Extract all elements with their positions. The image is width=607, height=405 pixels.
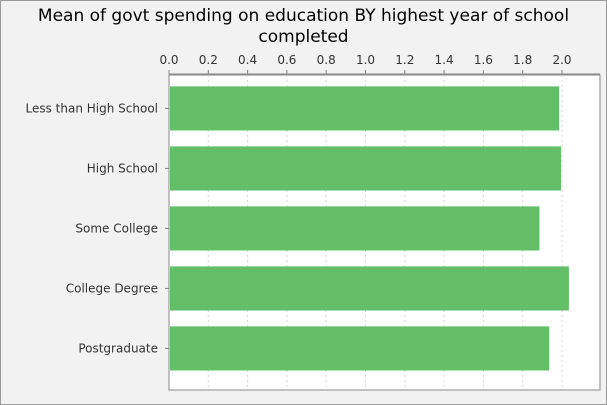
x-tick-label: 0.8 bbox=[317, 53, 336, 67]
x-tick-label: 0.4 bbox=[238, 53, 257, 67]
x-tick-label: 1.6 bbox=[474, 53, 493, 67]
category-label: College Degree bbox=[66, 281, 158, 295]
bar-series bbox=[170, 86, 569, 371]
chart-title: Mean of govt spending on education BY hi… bbox=[37, 6, 570, 47]
x-tick-label: 0.6 bbox=[277, 53, 296, 67]
bar bbox=[170, 146, 562, 191]
x-tick-label: 1.0 bbox=[356, 53, 375, 67]
bar bbox=[170, 326, 550, 371]
x-tick-label: 1.2 bbox=[395, 53, 414, 67]
x-tick-label: 1.4 bbox=[435, 53, 454, 67]
x-axis: 0.0 0.2 0.4 0.6 0.8 1.0 1.2 1.4 1.6 1.8 2.0 bbox=[159, 53, 600, 75]
y-axis: Less than High School High School Some Col… bbox=[26, 101, 169, 355]
x-tick-label: 1.8 bbox=[513, 53, 532, 67]
category-label: Less than High School bbox=[26, 101, 159, 115]
bar bbox=[170, 86, 560, 131]
bar bbox=[170, 206, 540, 251]
category-label: Some College bbox=[75, 221, 158, 235]
category-label: High School bbox=[87, 161, 158, 175]
x-tick-label: 0.2 bbox=[199, 53, 218, 67]
bar bbox=[170, 266, 569, 311]
x-tick-label: 0.0 bbox=[159, 53, 178, 67]
x-tick-label: 2.0 bbox=[552, 53, 571, 67]
category-label: Postgraduate bbox=[78, 341, 158, 355]
